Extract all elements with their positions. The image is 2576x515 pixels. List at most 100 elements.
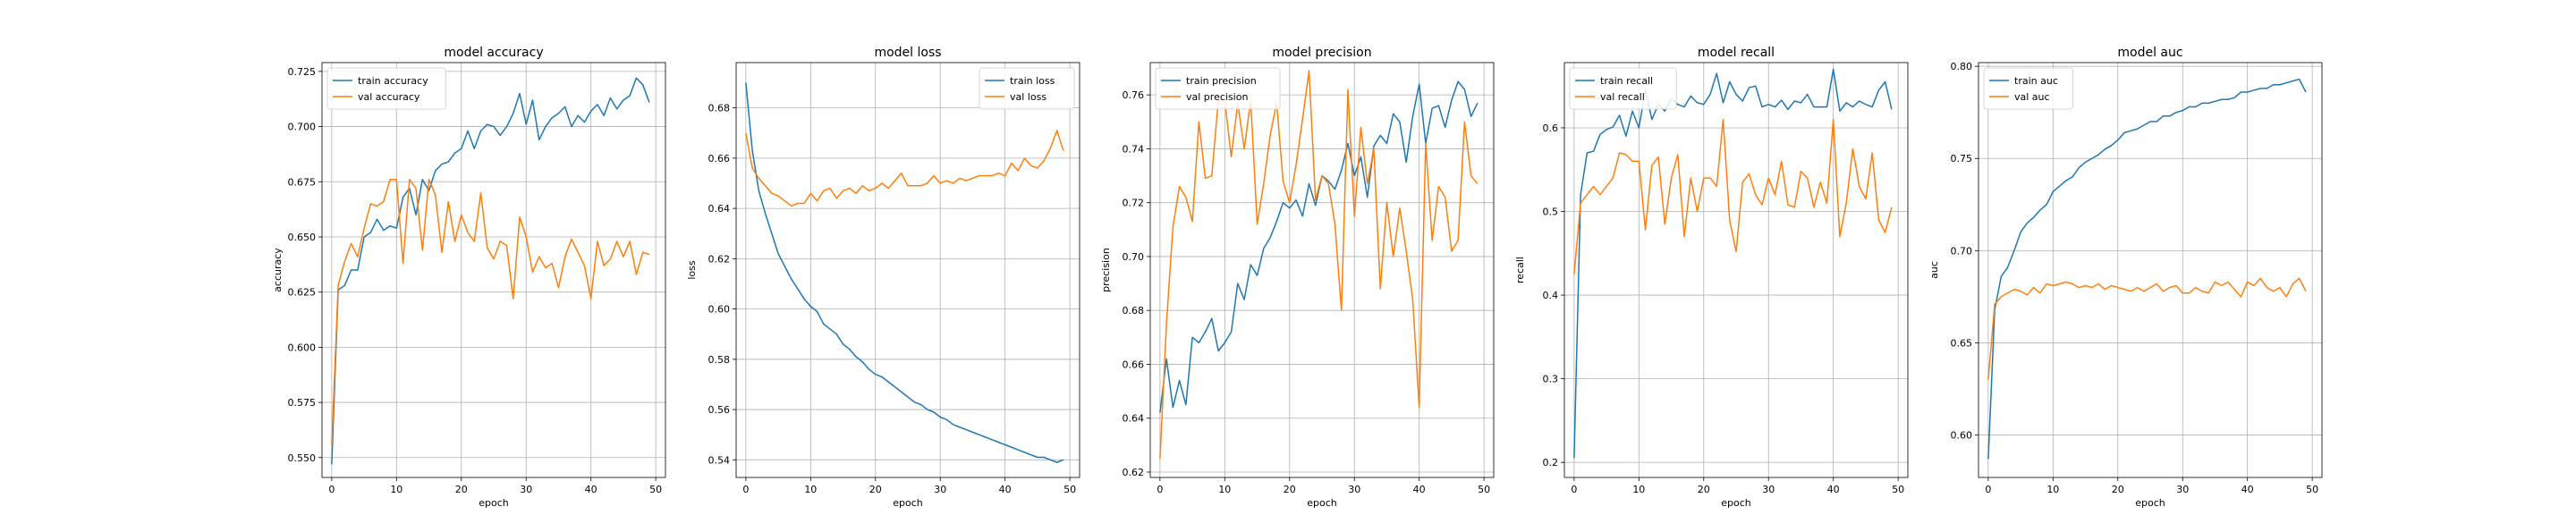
x-tick-label: 10 [1632,484,1645,495]
y-tick-label: 0.72 [1123,198,1145,209]
legend-label: val accuracy [358,91,420,103]
y-tick-label: 0.650 [288,232,317,243]
y-tick-label: 0.70 [1951,245,1973,257]
chart-panel-4: 0 10 20 30 40 50 0.60 0.65 0.70 0.75 0.80 model auc… [1928,46,2323,509]
legend-label: train loss [1010,75,1055,87]
x-tick-label: 40 [1413,484,1426,495]
series-line-val-auc [1987,277,2307,380]
y-tick-label: 0.700 [288,122,317,133]
y-axis-label: auc [1928,261,1940,279]
legend-box [979,67,1075,110]
x-tick-label: 0 [1571,484,1577,495]
x-tick-label: 20 [869,484,882,495]
x-tick-label: 50 [1892,484,1904,495]
series-line-train-accuracy [331,77,650,465]
y-tick-label: 0.75 [1951,153,1973,165]
x-tick-label: 30 [1762,484,1775,495]
y-tick-label: 0.66 [1123,359,1145,370]
y-tick-label: 0.600 [288,342,317,353]
y-axis-label: precision [1100,248,1112,292]
x-tick-label: 30 [934,484,946,495]
y-tick-label: 0.66 [708,153,731,165]
x-tick-label: 10 [390,484,402,495]
y-tick-label: 0.76 [1123,89,1145,101]
y-tick-label: 0.625 [288,287,317,299]
y-axis-label: recall [1514,257,1526,283]
legend-label: val loss [1010,91,1046,103]
x-tick-label: 40 [2241,484,2254,495]
series-line-val-precision [1159,70,1479,459]
y-tick-label: 0.54 [708,454,731,466]
chart-title: model precision [1272,46,1371,60]
series-line-val-accuracy [331,179,650,445]
y-axis-label: loss [686,260,698,280]
y-tick-label: 0.80 [1951,61,1973,72]
chart-panel-3: 0 10 20 30 40 50 0.2 0.3 0.4 0.5 0.6 model recall ep… [1514,46,1909,509]
x-tick-label: 50 [1478,484,1490,495]
y-tick-label: 0.68 [708,103,731,114]
y-tick-label: 0.4 [1543,290,1559,301]
x-tick-label: 0 [328,484,335,495]
chart-panel-2: 0 10 20 30 40 50 0.62 0.64 0.66 0.68 0.70 0.72 0.74 0… [1100,46,1495,509]
x-tick-label: 50 [2306,484,2318,495]
series-line-train-loss [745,82,1064,463]
x-tick-label: 10 [1218,484,1231,495]
legend-box [326,67,446,110]
axes-frame [1978,62,2323,478]
y-tick-label: 0.60 [708,304,731,316]
legend-label: train recall [1600,75,1653,87]
x-tick-label: 30 [2176,484,2189,495]
legend: train recall val recall [1569,67,1677,110]
legend-box [1569,67,1677,110]
x-tick-label: 30 [1348,484,1360,495]
legend: train auc val auc [1983,67,2073,110]
axes-frame [1563,62,1909,478]
series-line-val-loss [745,130,1064,207]
x-tick-label: 0 [1985,484,1991,495]
y-axis-label: accuracy [272,248,284,292]
x-tick-label: 40 [1827,484,1840,495]
chart-title: model loss [874,46,941,60]
x-tick-label: 10 [804,484,817,495]
legend: train loss val loss [979,67,1075,110]
x-tick-label: 0 [742,484,749,495]
x-axis-label: epoch [1721,497,1751,509]
x-tick-label: 20 [2112,484,2124,495]
chart-panel-0: 0 10 20 30 40 50 0.550 0.575 0.600 0.625 0.650 0.67… [272,46,666,509]
x-tick-label: 40 [999,484,1012,495]
x-tick-label: 40 [585,484,597,495]
y-tick-label: 0.725 [288,66,317,78]
y-tick-label: 0.60 [1951,430,1973,442]
series-line-train-precision [1159,80,1479,413]
x-tick-label: 50 [1063,484,1076,495]
y-tick-label: 0.64 [1123,413,1145,425]
y-tick-label: 0.58 [708,354,731,366]
legend-label: train accuracy [358,75,428,87]
legend: train precision val precision [1155,67,1281,110]
y-tick-label: 0.68 [1123,305,1145,317]
y-tick-label: 0.3 [1543,374,1559,385]
y-tick-label: 0.64 [708,203,731,215]
legend-box [1983,67,2073,110]
axes-frame [321,62,666,478]
x-tick-label: 30 [520,484,532,495]
y-tick-label: 0.74 [1123,143,1145,155]
y-tick-label: 0.65 [1951,337,1973,349]
legend-label: train auc [2014,75,2058,87]
y-tick-label: 0.5 [1543,207,1559,218]
series-line-train-auc [1987,78,2307,460]
legend-label: val precision [1186,91,1248,103]
x-tick-label: 20 [1284,484,1296,495]
y-tick-label: 0.550 [288,452,317,464]
legend-label: val auc [2014,91,2050,103]
y-tick-label: 0.575 [288,397,317,409]
legend-label: val recall [1600,91,1645,103]
legend: train accuracy val accuracy [326,67,446,110]
chart-title: model auc [2117,46,2182,60]
axes-frame [735,62,1080,478]
y-tick-label: 0.62 [708,253,731,265]
legend-label: train precision [1186,75,1257,87]
x-tick-label: 20 [455,484,468,495]
x-tick-label: 50 [649,484,662,495]
